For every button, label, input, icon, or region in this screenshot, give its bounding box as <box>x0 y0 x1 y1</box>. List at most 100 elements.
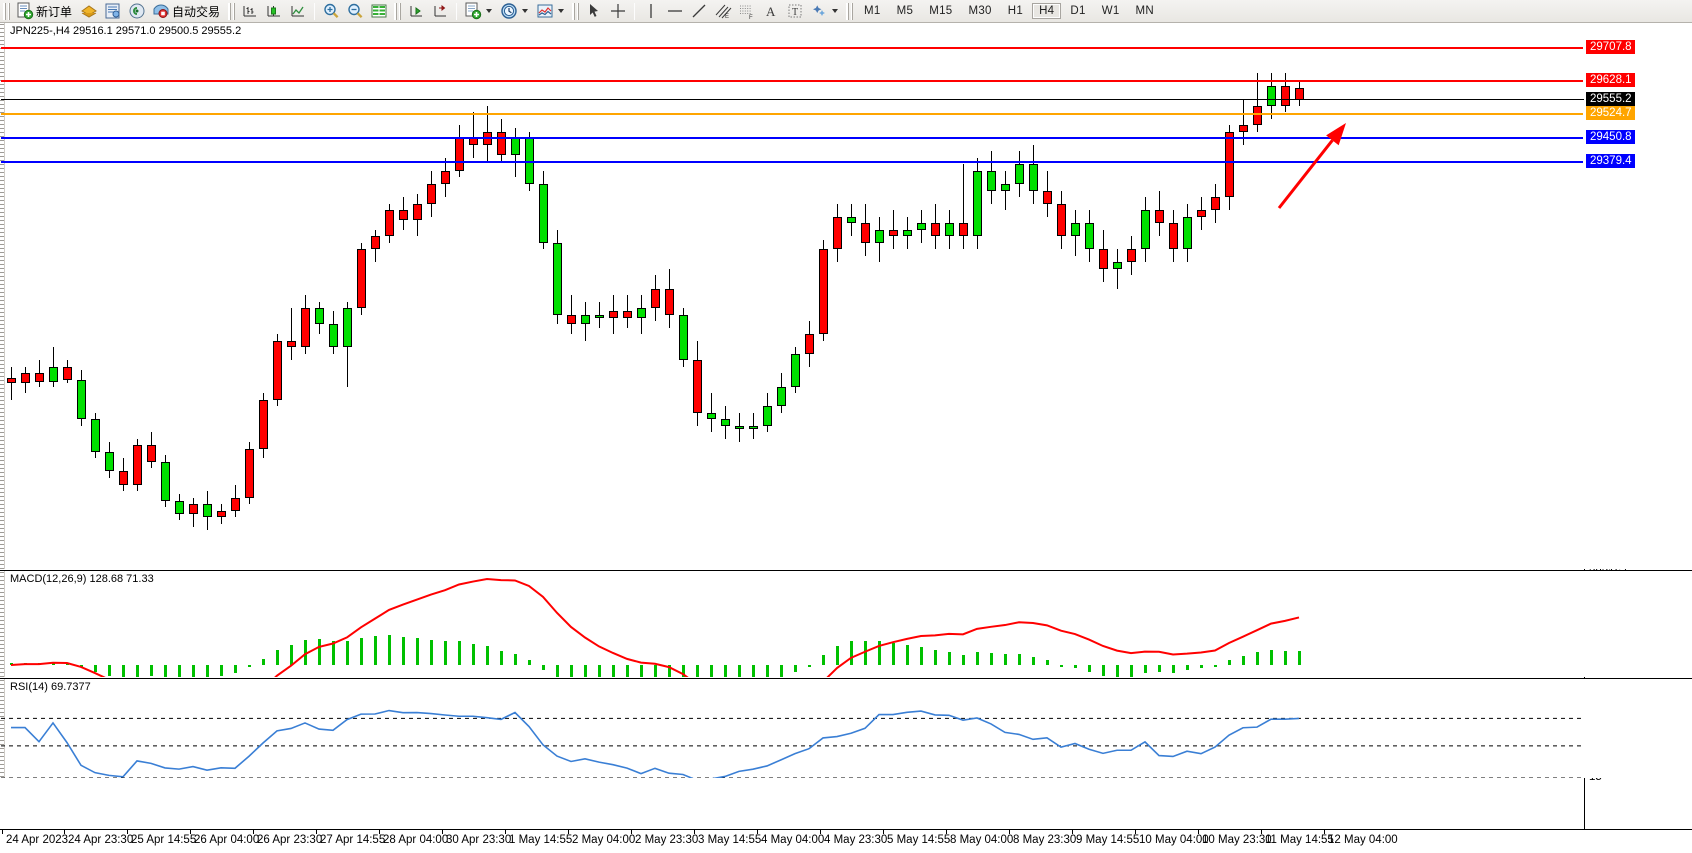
pane-resize-grip-rsi[interactable] <box>0 679 5 778</box>
candlestick <box>1127 23 1137 569</box>
level-line-support-lower[interactable] <box>1 160 1584 166</box>
autotrading-button[interactable]: 自动交易 <box>149 1 225 22</box>
rsi-pane[interactable]: RSI(14) 69.7377 <box>0 678 1692 778</box>
data-window-button[interactable] <box>77 1 101 22</box>
chart-header-label: JPN225-,H4 29516.1 29571.0 29500.5 29555… <box>8 25 244 37</box>
toolbar-grip-3[interactable] <box>394 2 402 20</box>
time-tick: 4 May 04:00 <box>756 829 825 846</box>
candlestick-chart-button[interactable] <box>262 1 286 22</box>
vertical-line-button[interactable] <box>639 1 663 22</box>
level-line-current-price[interactable] <box>1 99 1584 100</box>
chevron-down-icon-3[interactable] <box>558 9 565 13</box>
level-line-resistance-upper[interactable] <box>1 46 1584 52</box>
market-watch-button[interactable] <box>367 1 391 22</box>
fibonacci-button[interactable]: F <box>735 1 759 22</box>
new-chart-button[interactable] <box>461 1 497 22</box>
bullish-arrow[interactable] <box>1 23 1584 569</box>
candle-body <box>959 223 968 237</box>
candle-body <box>175 500 184 514</box>
candlestick <box>189 23 199 569</box>
macd-histogram-bar <box>1116 665 1119 677</box>
chart-shift-button[interactable] <box>428 1 452 22</box>
level-line-support-upper[interactable] <box>1 136 1584 142</box>
equidistant-channel-button[interactable]: E <box>711 1 735 22</box>
candlestick <box>301 23 311 569</box>
timeframe-m1[interactable]: M1 <box>864 5 881 17</box>
text-button[interactable]: A <box>759 1 783 22</box>
toolbar-grip-2[interactable] <box>228 2 236 20</box>
line-chart-button[interactable] <box>286 1 310 22</box>
candle-body <box>385 210 394 237</box>
pane-resize-grip-main[interactable] <box>0 23 5 569</box>
timeframe-mn[interactable]: MN <box>1135 5 1155 17</box>
macd-pane[interactable]: MACD(12,26,9) 128.68 71.33 <box>0 570 1692 677</box>
macd-histogram-bar <box>640 665 643 677</box>
objects-button[interactable] <box>807 1 843 22</box>
candle-body <box>875 229 884 243</box>
candle-body <box>1267 85 1276 106</box>
chevron-down-icon[interactable] <box>486 9 493 13</box>
price-level-label[interactable]: 29379.4 <box>1586 154 1635 168</box>
candlestick <box>861 23 871 569</box>
chart-area[interactable]: 29707.829659.029628.129569.029555.229524… <box>0 23 1692 853</box>
level-line-handle[interactable] <box>1583 46 1584 52</box>
candle-body <box>49 366 58 382</box>
new-order-button[interactable]: 新订单 <box>13 1 77 22</box>
terminal-button[interactable] <box>101 1 125 22</box>
trendline-button[interactable] <box>687 1 711 22</box>
chevron-down-icon-4[interactable] <box>832 9 839 13</box>
zoom-out-button[interactable] <box>343 1 367 22</box>
candle-body <box>427 183 436 204</box>
macd-main-line <box>10 577 1300 677</box>
text-label-button[interactable]: T <box>783 1 807 22</box>
pane-resize-grip-macd[interactable] <box>0 571 5 677</box>
macd-histogram-bar <box>360 637 363 665</box>
timeframe-d1[interactable]: D1 <box>1070 5 1086 17</box>
price-level-label[interactable]: 29524.7 <box>1586 106 1635 120</box>
template-button[interactable] <box>533 1 569 22</box>
timeframe-h4[interactable]: H4 <box>1032 3 1062 19</box>
bar-chart-button[interactable] <box>238 1 262 22</box>
macd-histogram-bar <box>52 663 55 665</box>
timeframe-h1[interactable]: H1 <box>1007 5 1024 17</box>
candlestick <box>651 23 661 569</box>
level-line-pivot[interactable] <box>1 112 1584 118</box>
chevron-down-icon-2[interactable] <box>522 9 529 13</box>
candlestick <box>539 23 549 569</box>
candle-body <box>119 471 128 485</box>
horizontal-line-button[interactable] <box>663 1 687 22</box>
level-line-handle[interactable] <box>1583 79 1584 85</box>
macd-histogram-bar <box>332 641 335 665</box>
macd-histogram-bar <box>206 665 209 677</box>
timeframe-m15[interactable]: M15 <box>929 5 953 17</box>
price-level-label[interactable]: 29555.2 <box>1586 92 1635 106</box>
toolbar-grip[interactable] <box>3 2 10 20</box>
price-level-label[interactable]: 29707.8 <box>1586 40 1635 54</box>
level-line-handle[interactable] <box>1583 112 1584 118</box>
zoom-in-button[interactable] <box>319 1 343 22</box>
macd-histogram-bar <box>94 665 97 672</box>
timeframe-w1[interactable]: W1 <box>1101 5 1120 17</box>
timeframe-m5[interactable]: M5 <box>896 5 914 17</box>
macd-histogram-bar <box>1214 665 1217 667</box>
cursor-button[interactable] <box>582 1 606 22</box>
period-button[interactable] <box>497 1 533 22</box>
crosshair-button[interactable] <box>606 1 630 22</box>
candle-body <box>1169 223 1178 250</box>
price-level-label[interactable]: 29450.8 <box>1586 130 1635 144</box>
level-line-handle[interactable] <box>1583 136 1584 142</box>
macd-histogram-bar <box>1130 665 1133 677</box>
toolbar-grip-5[interactable] <box>846 2 854 20</box>
signals-button[interactable] <box>125 1 149 22</box>
level-line-resistance-lower[interactable] <box>1 79 1584 85</box>
auto-scroll-button[interactable] <box>404 1 428 22</box>
toolbar-grip-4[interactable] <box>572 2 580 20</box>
macd-histogram-bar <box>920 646 923 665</box>
macd-histogram-bar <box>584 665 587 677</box>
level-line-handle[interactable] <box>1583 160 1584 166</box>
time-scale[interactable]: 24 Apr 2023 24 Apr 23:30 25 Apr 14:55 26 Ap… <box>0 829 1692 853</box>
main-price-pane[interactable]: JPN225-,H4 29516.1 29571.0 29500.5 29555… <box>0 23 1692 569</box>
price-level-label[interactable]: 29628.1 <box>1586 73 1635 87</box>
macd-histogram-bar <box>878 641 881 665</box>
timeframe-m30[interactable]: M30 <box>968 5 992 17</box>
